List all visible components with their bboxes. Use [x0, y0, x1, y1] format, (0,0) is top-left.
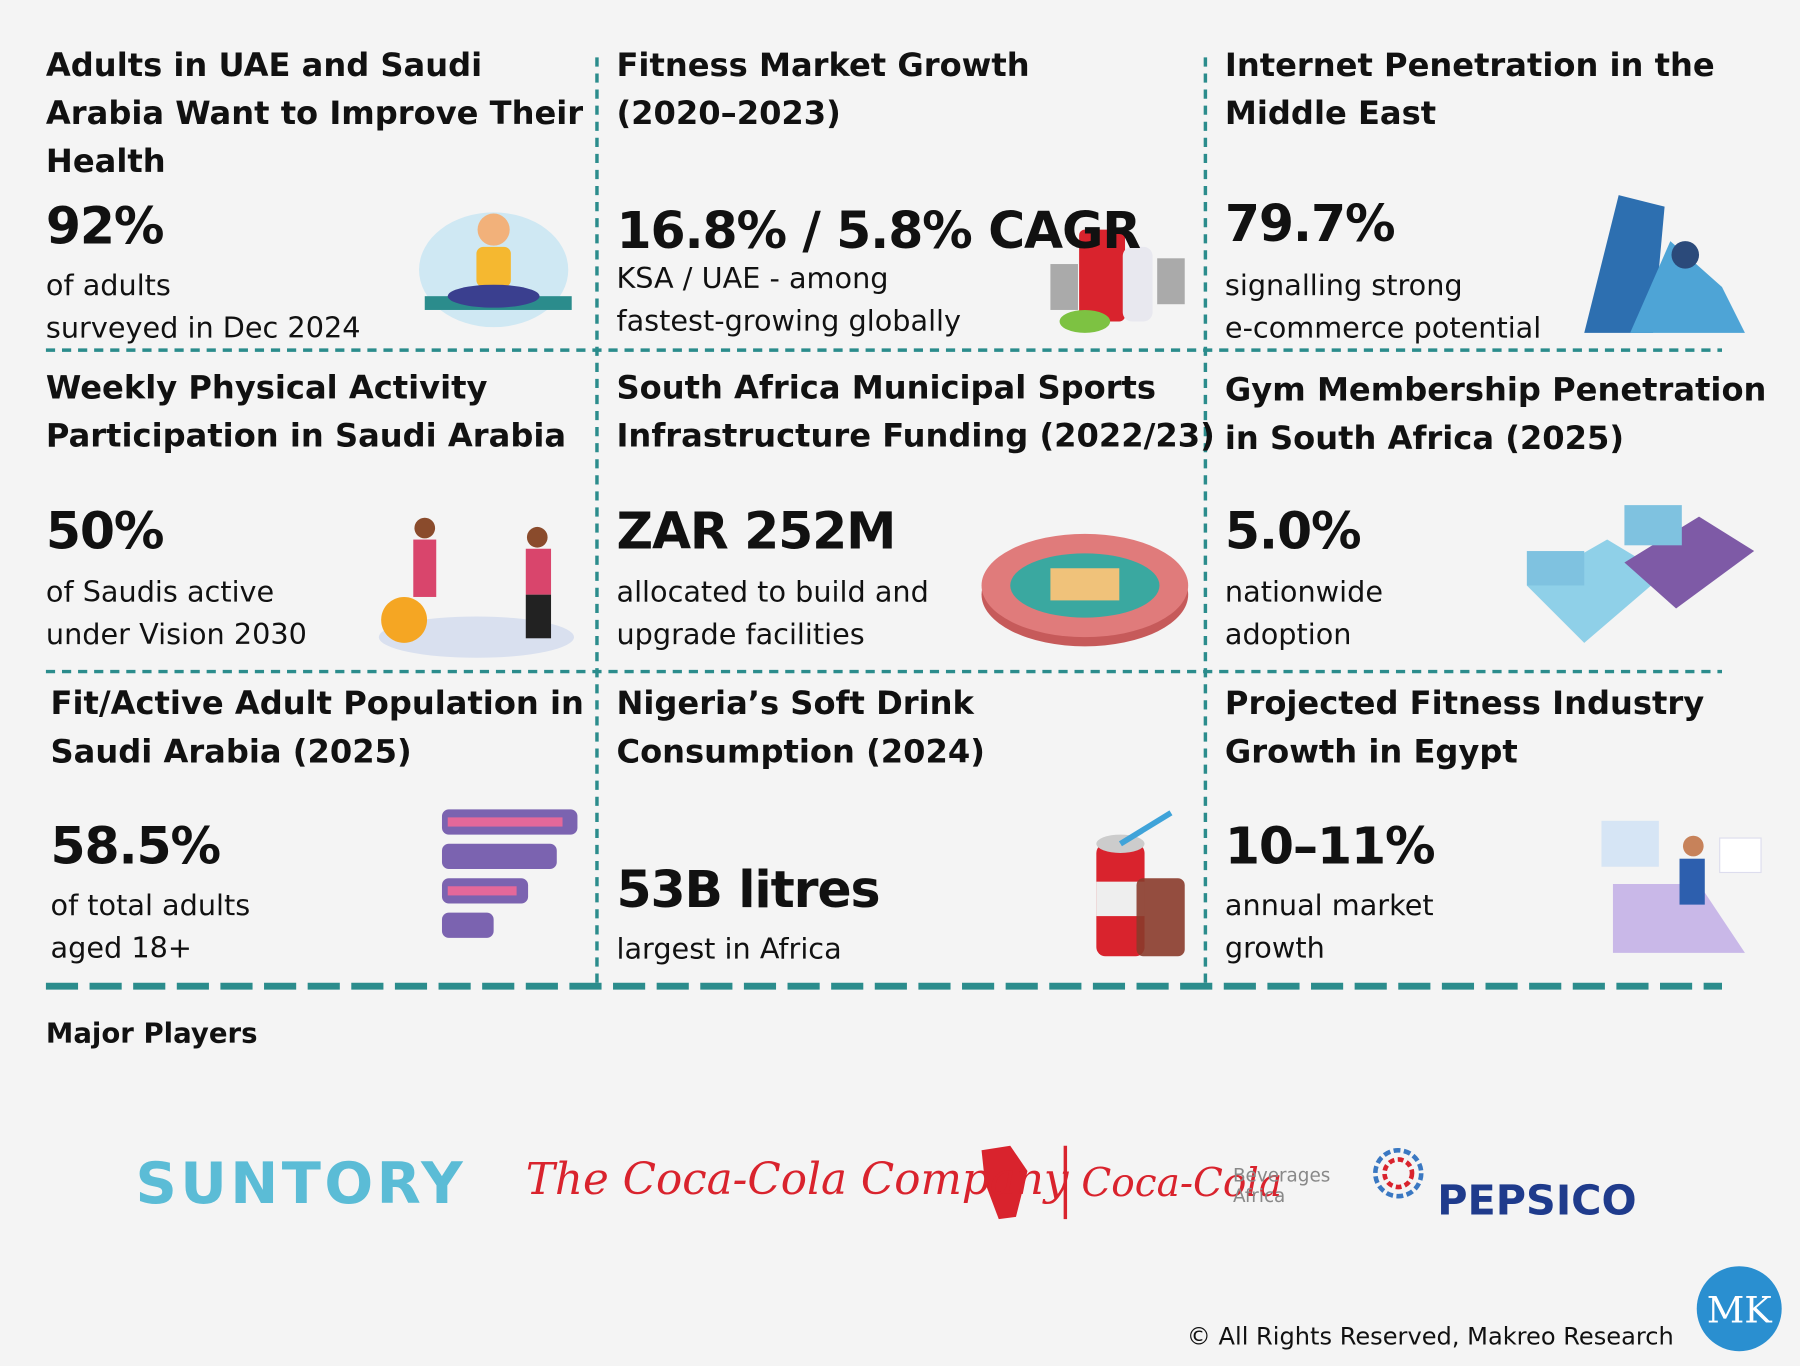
- panel-stat: 10–11%: [1224, 817, 1436, 876]
- panel-title: Arabia Want to Improve Their: [45, 94, 584, 133]
- panel-desc: nationwide: [1224, 575, 1383, 609]
- panel-title: Consumption (2024): [616, 732, 985, 771]
- panel-title: Infrastructure Funding (2022/23): [616, 416, 1215, 455]
- panel-desc: KSA / UAE - among: [616, 261, 889, 296]
- panel-desc: of adults: [45, 268, 171, 302]
- panel-title: in South Africa (2025): [1224, 419, 1625, 457]
- panel-stat: 53B litres: [616, 861, 880, 920]
- panel-desc: of total adults: [50, 888, 251, 922]
- suntory-logo: SUNTORY: [135, 1150, 466, 1217]
- panel-title: (2020–2023): [616, 94, 841, 133]
- panel-title: Projected Fitness Industry: [1224, 684, 1705, 723]
- illustrations: [378, 195, 1782, 1352]
- panel-desc: of Saudis active: [45, 575, 275, 609]
- ccba-logo: Coca-Cola: [1081, 1161, 1282, 1206]
- panel-title: Nigeria’s Soft Drink: [616, 684, 974, 723]
- panel-stat: 50%: [45, 502, 165, 562]
- panel-title: Growth in Egypt: [1224, 732, 1518, 771]
- panel-stat: 79.7%: [1224, 195, 1396, 254]
- ccba-logo-text: Beverages: [1233, 1165, 1330, 1186]
- panel-desc: signalling strong: [1224, 268, 1463, 302]
- panel-desc: surveyed in Dec 2024: [45, 311, 361, 345]
- panel-desc: e-commerce potential: [1224, 311, 1542, 345]
- panel-title: Participation in Saudi Arabia: [45, 416, 567, 455]
- panel-stat: 5.0%: [1224, 502, 1362, 562]
- panel-desc: annual market: [1224, 888, 1434, 922]
- panel-title: Weekly Physical Activity: [45, 368, 488, 407]
- panel-stat: 92%: [45, 197, 165, 257]
- panel-desc: upgrade facilities: [616, 617, 865, 651]
- panel-desc: aged 18+: [50, 931, 192, 965]
- panel-title: Gym Membership Penetration: [1224, 370, 1767, 409]
- pepsico-logo: PEPSICO: [1437, 1177, 1636, 1225]
- panel-stat: 16.8% / 5.8% CAGR: [616, 202, 1141, 261]
- panel-desc: largest in Africa: [616, 932, 842, 966]
- panel-title: Saudi Arabia (2025): [50, 732, 412, 771]
- panel-title: Middle East: [1224, 94, 1437, 133]
- makreo-logo: MK: [1707, 1288, 1773, 1331]
- section-heading: Major Players: [45, 1017, 258, 1050]
- panel-desc: growth: [1224, 931, 1325, 965]
- panel-title: Fitness Market Growth: [616, 45, 1030, 84]
- copyright: © All Rights Reserved, Makreo Research: [1187, 1322, 1674, 1350]
- panel-stat: ZAR 252M: [616, 502, 896, 562]
- ccba-logo-text: Africa: [1233, 1186, 1285, 1207]
- panel-title: Adults in UAE and Saudi: [45, 45, 483, 84]
- panel-title: South Africa Municipal Sports: [616, 368, 1157, 407]
- panel-stat: 58.5%: [50, 817, 222, 876]
- panel-title: Internet Penetration in the: [1224, 45, 1715, 84]
- coca-cola-company-logo: The Coca-Cola Company: [526, 1155, 1070, 1205]
- panel-desc: adoption: [1224, 617, 1352, 651]
- panel-title: Health: [45, 142, 166, 181]
- panel-desc: fastest-growing globally: [616, 304, 962, 338]
- panel-title: Fit/Active Adult Population in: [50, 684, 584, 723]
- panel-desc: under Vision 2030: [45, 617, 307, 651]
- panel-desc: allocated to build and: [616, 575, 929, 609]
